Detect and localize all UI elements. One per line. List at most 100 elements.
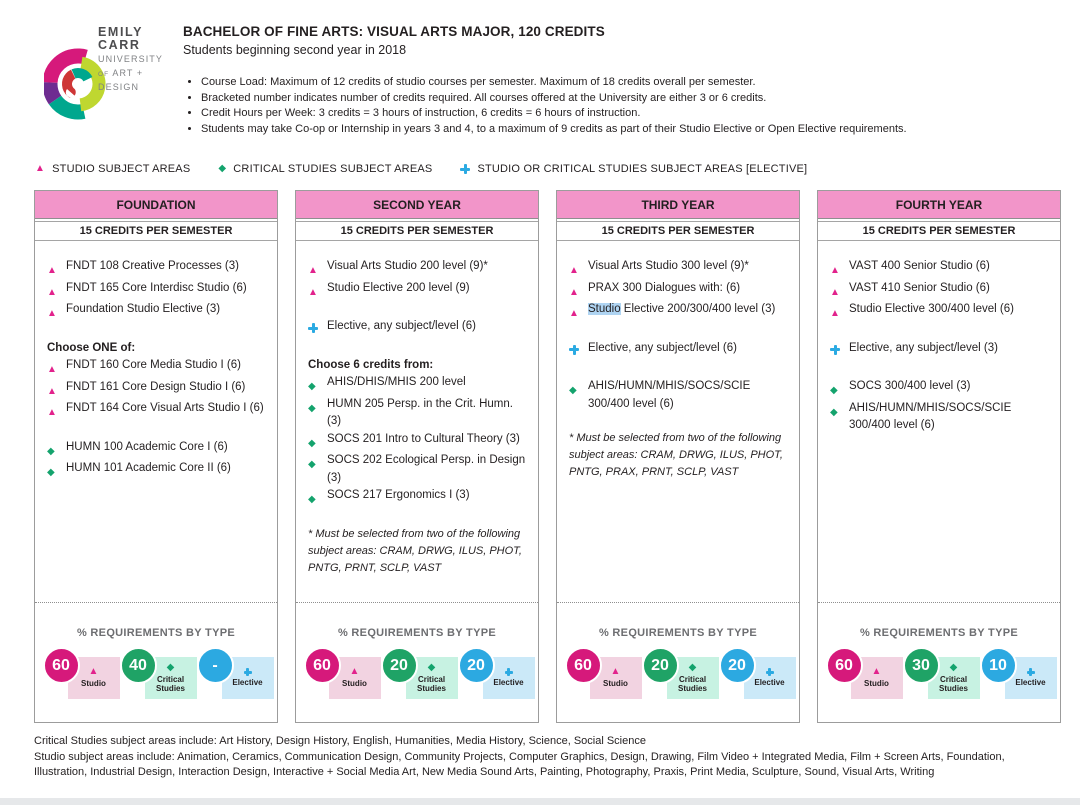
legend-label: STUDIO SUBJECT AREAS (52, 163, 191, 175)
course-item: Elective, any subject/level (3) (830, 340, 1052, 362)
page-subtitle: Students beginning second year in 2018 (183, 43, 407, 57)
legend-label: CRITICAL STUDIES SUBJECT AREAS (233, 163, 433, 175)
critical-badge-label: Critical Studies (417, 675, 446, 693)
triangle-icon: ▲ (308, 265, 318, 276)
course-item-text: Elective, any subject/level (6) (588, 341, 737, 354)
logo-wordmark: EMILY CARR UNIVERSITY OF ART + DESIGN (98, 26, 183, 94)
info-bullet: Students may take Co-op or Internship in… (201, 122, 907, 137)
info-bullet: Bracketed number indicates number of cre… (201, 91, 907, 106)
studio-badge-label: Studio (342, 679, 367, 689)
course-item-icon-cell (308, 318, 319, 340)
course-item: ▲ Studio Elective 200/300/400 level (3) (569, 301, 791, 323)
course-item-icon-cell: ◆ (830, 378, 841, 400)
course-item-text: Elective, any subject/level (6) (327, 320, 476, 332)
column-title: FOUNDATION (35, 191, 277, 219)
course-item: ◆ HUMN 100 Academic Core I (6) (47, 439, 269, 461)
info-bullet: Course Load: Maximum of 12 credits of st… (201, 75, 907, 90)
course-item: ◆ SOCS 202 Ecological Persp. in Design (3… (308, 452, 530, 487)
legend-item-triangle: ▲ STUDIO SUBJECT AREAS (35, 163, 190, 175)
triangle-icon: ▲ (871, 666, 882, 678)
page-footer: Critical Studies subject areas include: … (34, 734, 1046, 781)
critical-percent-badge: 20 ◆ Critical Studies (380, 647, 458, 701)
course-group-heading: Choose 6 credits from: (308, 358, 434, 371)
course-item: ◆ HUMN 205 Persp. in the Crit. Humn. (3) (308, 396, 530, 431)
column-foundation: FOUNDATION 15 CREDITS PER SEMESTER ▲ FNDT 1… (34, 190, 278, 723)
course-group: ◆ SOCS 300/400 level (3) ◆ AHIS/HUMN/MHIS/S… (830, 378, 1052, 435)
title-block: BACHELOR OF FINE ARTS: VISUAL ARTS MAJOR… (183, 20, 907, 137)
footer-studio-areas: Studio subject areas include: Animation,… (34, 750, 1005, 779)
course-item-text: FNDT 165 Core Interdisc Studio (6) (66, 281, 247, 294)
selected-text-highlight: Studio (588, 303, 621, 315)
course-item-text: VAST 410 Senior Studio (6) (849, 281, 990, 294)
course-item-icon-cell: ◆ (308, 374, 319, 396)
course-item-text: FNDT 164 Core Visual Arts Studio I (6) (66, 402, 264, 414)
course-item-text: SOCS 201 Intro to Cultural Theory (3) (327, 432, 520, 445)
elective-percent-value: 20 (457, 647, 495, 684)
course-item-icon-cell: ◆ (308, 487, 319, 509)
studio-percent-badge: 60 ▲ Studio (564, 647, 642, 701)
elective-badge-label: Elective (232, 678, 263, 688)
column-course-list: ▲ FNDT 108 Creative Processes (3) ▲ FNDT 16… (35, 243, 277, 602)
studio-percent-badge: 60 ▲ Studio (825, 647, 903, 701)
studio-badge-label: Studio (81, 679, 106, 689)
course-group: Elective, any subject/level (3) (830, 340, 1052, 362)
diamond-icon: ◆ (308, 402, 316, 414)
course-group-heading: Choose ONE of: (47, 341, 136, 354)
elective-percent-badge: 20 Elective (457, 647, 535, 701)
course-item: ▲ FNDT 160 Core Media Studio I (6) (47, 357, 269, 379)
course-item-text: AHIS/DHIS/MHIS 200 level (327, 376, 466, 388)
percent-badges: 60 ▲ Studio 30 ◆ Critical Studies 10 Elective (818, 647, 1060, 701)
triangle-icon: ▲ (47, 407, 57, 418)
critical-badge-label: Critical Studies (678, 675, 707, 693)
course-item: Elective, any subject/level (6) (569, 340, 791, 362)
percent-badges: 60 ▲ Studio 20 ◆ Critical Studies 20 Elective (557, 647, 799, 701)
course-item-text: FNDT 160 Core Media Studio I (6) (66, 359, 241, 371)
selection-note: * Must be selected from two of the follo… (569, 432, 783, 478)
diamond-icon: ◆ (308, 381, 316, 392)
column-course-list: ▲ VAST 400 Senior Studio (6) ▲ VAST 410 Sen… (818, 243, 1060, 602)
triangle-icon: ▲ (610, 666, 621, 678)
studio-percent-value: 60 (564, 647, 602, 684)
percent-requirements-heading: % REQUIREMENTS BY TYPE (860, 627, 1018, 639)
course-item: ▲ PRAX 300 Dialogues with: (6) (569, 280, 791, 302)
course-item: ▲ Studio Elective 300/400 level (6) (830, 301, 1052, 323)
course-item-text: VAST 400 Senior Studio (6) (849, 260, 990, 272)
course-item: ▲ VAST 410 Senior Studio (6) (830, 280, 1052, 302)
diamond-icon: ◆ (47, 467, 55, 478)
course-item-icon-cell (830, 340, 841, 362)
column-title: FOURTH YEAR (818, 191, 1060, 219)
triangle-icon: ▲ (47, 364, 57, 375)
course-item-icon-cell: ▲ (47, 400, 58, 422)
course-item-text: Visual Arts Studio 200 level (9)* (327, 260, 488, 272)
logo-sub-line2: OF ART + DESIGN (98, 67, 183, 94)
logo-name-line1: EMILY (98, 25, 144, 39)
legend-label: STUDIO OR CRITICAL STUDIES SUBJECT AREAS… (477, 163, 808, 175)
diamond-icon: ◆ (688, 662, 697, 673)
percent-requirements-heading: % REQUIREMENTS BY TYPE (338, 627, 496, 639)
logo-sub-line1: UNIVERSITY (98, 54, 164, 64)
studio-percent-value: 60 (825, 647, 863, 684)
course-item-text: SOCS 202 Ecological Persp. in Design (3) (327, 454, 526, 484)
course-item-text: Visual Arts Studio 300 level (9)* (588, 260, 749, 272)
critical-badge-label: Critical Studies (939, 675, 968, 693)
course-item: ▲ Visual Arts Studio 300 level (9)* (569, 258, 791, 280)
plus-icon (765, 668, 774, 677)
plus-icon (830, 344, 840, 355)
course-item: ◆ AHIS/HUMN/MHIS/SOCS/SCIE 300/400 level … (830, 400, 1052, 435)
course-item-icon-cell: ◆ (308, 396, 319, 418)
percent-requirements-section: % REQUIREMENTS BY TYPE 60 ▲ Studio 40 ◆ Critic… (35, 602, 277, 722)
percent-requirements-section: % REQUIREMENTS BY TYPE 60 ▲ Studio 20 ◆ Critic… (557, 602, 799, 722)
diamond-icon: ◆ (166, 662, 175, 673)
triangle-icon: ▲ (569, 265, 579, 276)
course-item-icon-cell: ◆ (47, 439, 58, 461)
course-item-icon-cell: ▲ (569, 280, 580, 302)
course-item-icon-cell: ◆ (569, 378, 580, 400)
critical-percent-badge: 20 ◆ Critical Studies (641, 647, 719, 701)
bottom-edge-strip (0, 798, 1080, 805)
course-item-icon-cell: ◆ (308, 452, 319, 474)
diamond-icon: ◆ (308, 459, 316, 470)
triangle-icon: ▲ (35, 163, 46, 174)
column-course-list: ▲ Visual Arts Studio 300 level (9)* ▲ PRAX … (557, 243, 799, 602)
triangle-icon: ▲ (569, 308, 579, 319)
triangle-icon: ▲ (349, 666, 360, 678)
